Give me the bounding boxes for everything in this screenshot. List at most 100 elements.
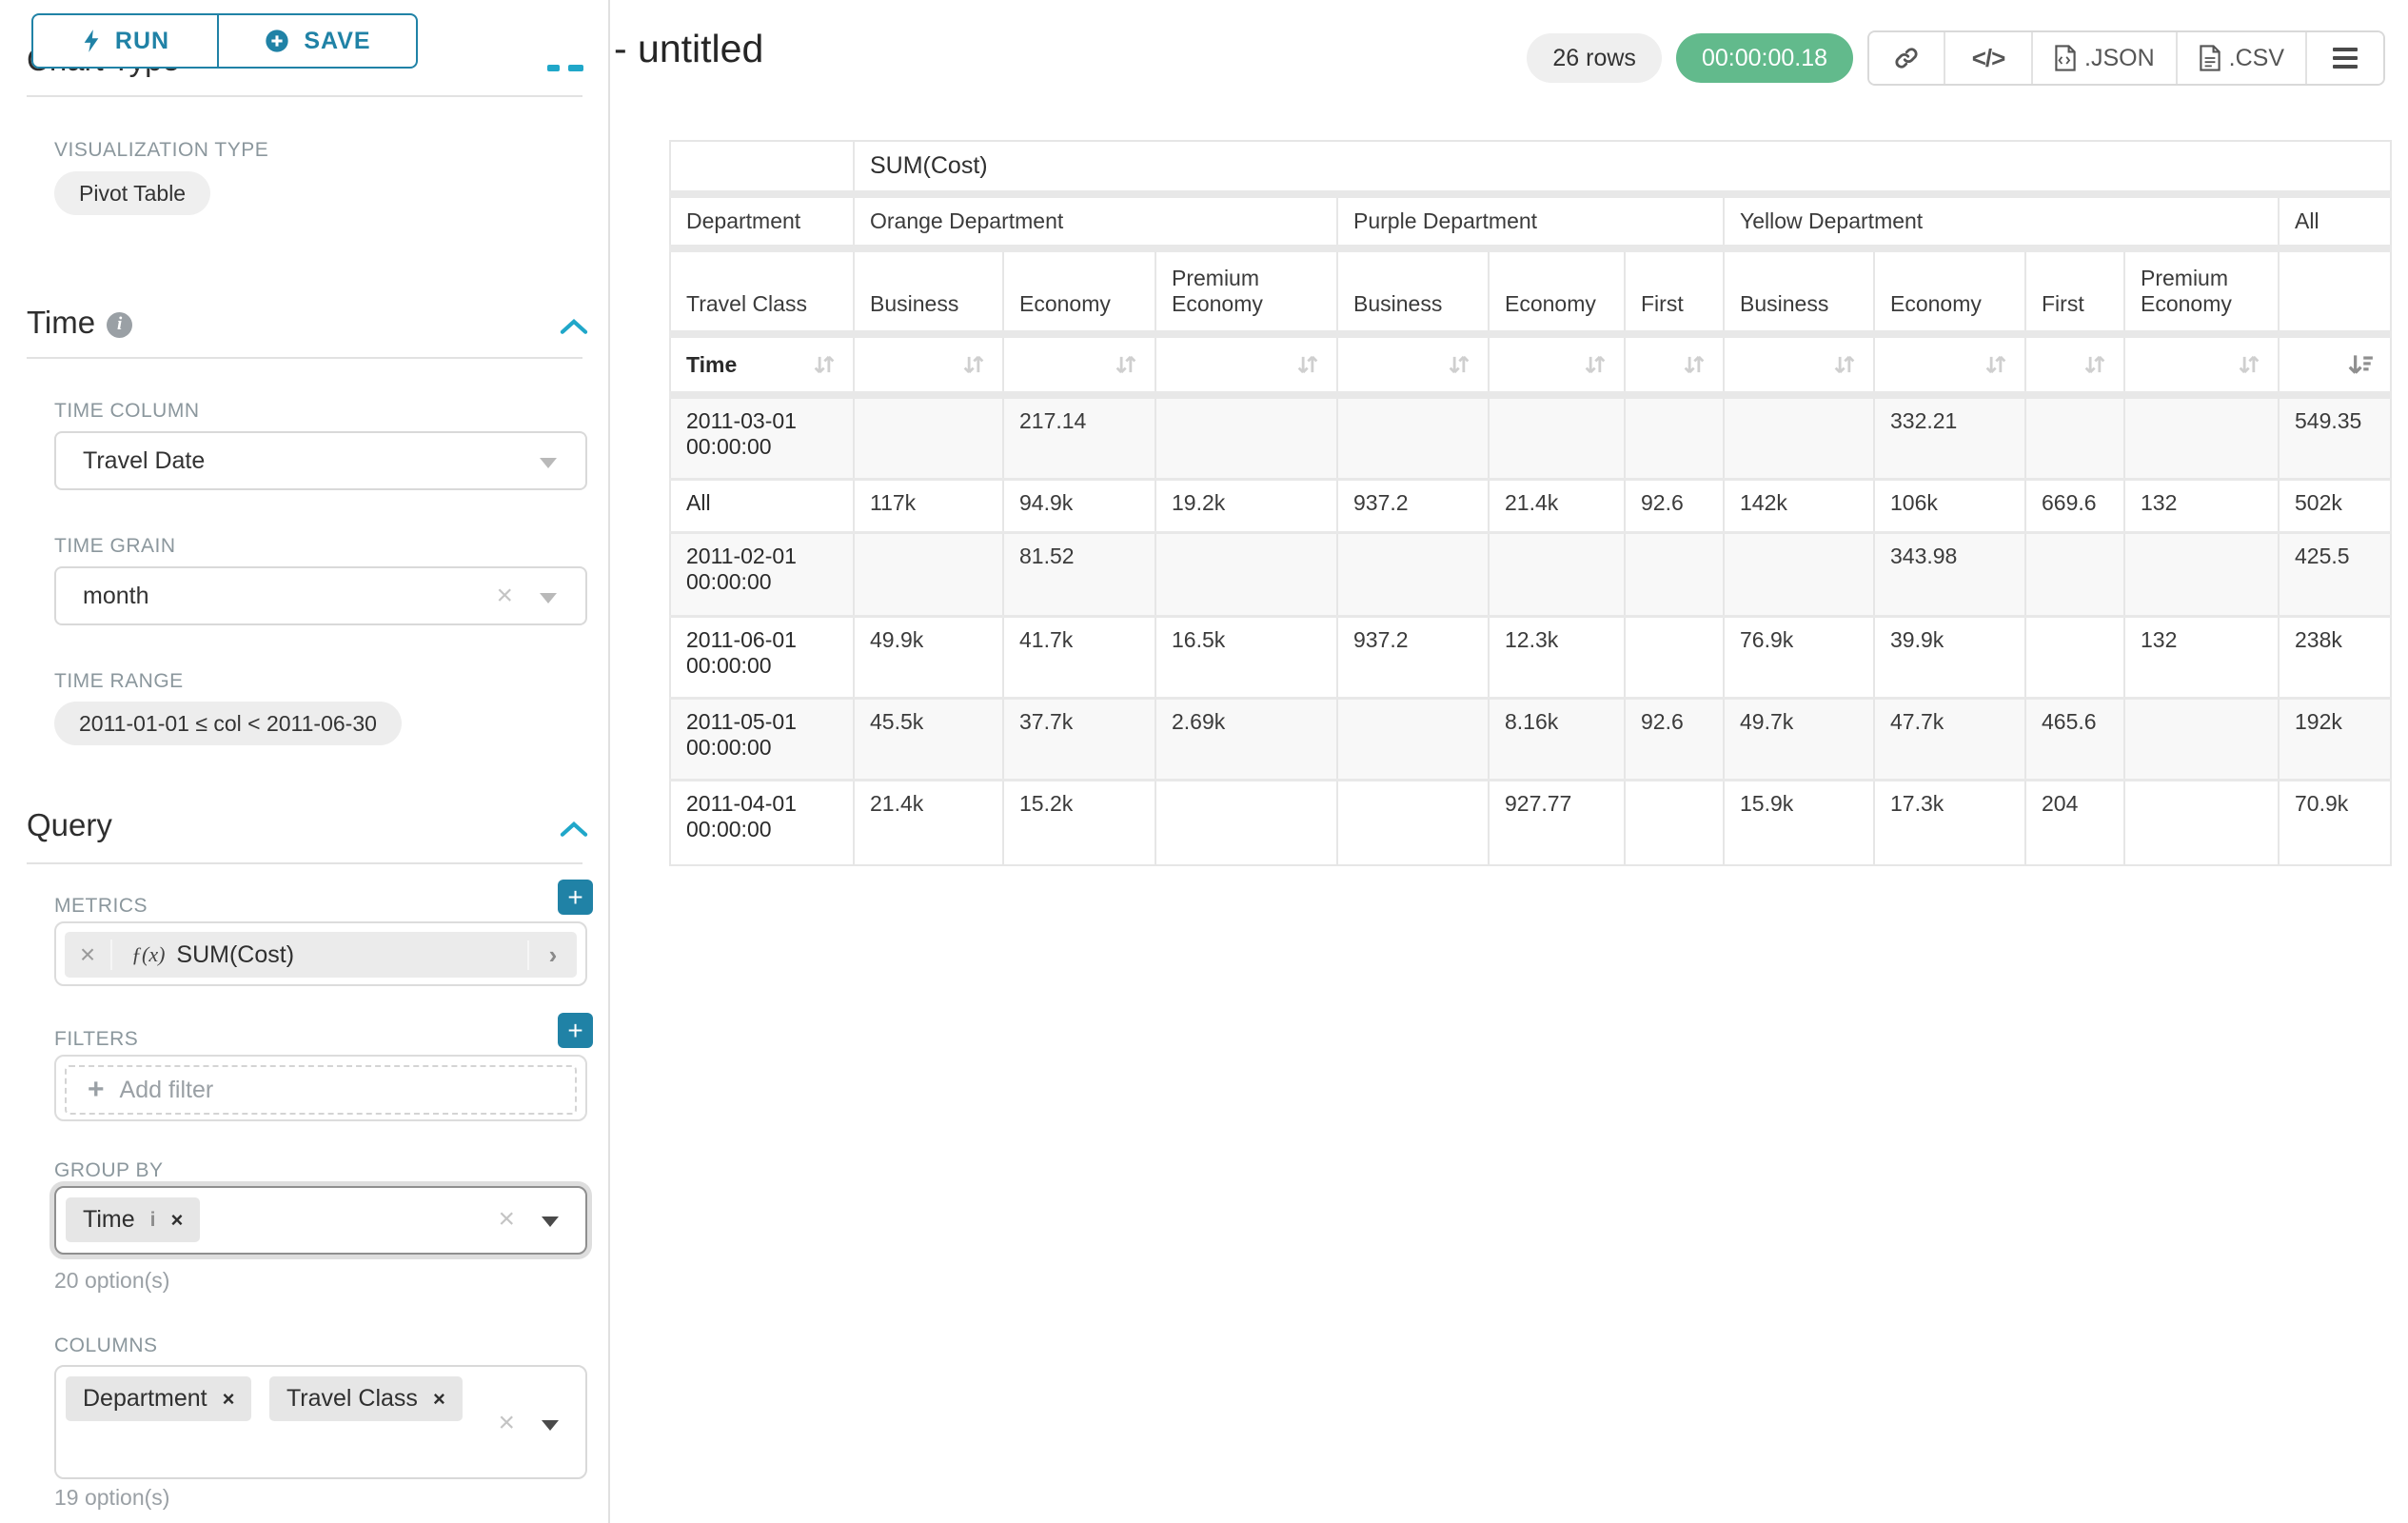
save-button-label: SAVE (304, 28, 370, 55)
info-icon[interactable]: i (107, 312, 132, 338)
time-section-collapse[interactable] (560, 318, 588, 340)
tag-label: Department (83, 1385, 207, 1413)
sort-arrows-icon[interactable] (811, 351, 838, 378)
sort-arrows-icon[interactable] (1681, 351, 1707, 378)
travel-class-corner-label: Travel Class (670, 248, 854, 334)
col-leaf: Business (1724, 248, 1874, 334)
more-options-button[interactable] (2307, 32, 2383, 84)
plus-circle-icon (264, 28, 290, 54)
file-json-icon (2054, 44, 2077, 72)
clear-x-icon[interactable]: × (498, 1409, 515, 1437)
time-column-label: TIME COLUMN (54, 400, 200, 423)
visualization-type-pill[interactable]: Pivot Table (54, 171, 210, 215)
sort-arrows-icon[interactable] (1983, 351, 2009, 378)
sort-arrows-icon[interactable] (2236, 351, 2262, 378)
cell: 49.9k (854, 616, 1003, 698)
col-group-yellow: Yellow Department (1724, 194, 2279, 248)
remove-tag-icon[interactable]: × (433, 1387, 445, 1412)
add-filter-button[interactable]: + Add filter (65, 1065, 577, 1115)
table-row: 2011-06-01 00:00:00 49.9k 41.7k 16.5k 93… (670, 616, 2391, 698)
run-button[interactable]: RUN (31, 13, 218, 69)
caret-down-icon (540, 593, 557, 603)
metric-pill[interactable]: × ƒ(x) SUM(Cost) › (65, 932, 577, 978)
cell: 192k (2279, 698, 2391, 780)
cell: 465.6 (2025, 698, 2124, 780)
cell (1625, 395, 1724, 479)
clear-x-icon[interactable]: × (498, 1205, 515, 1234)
sort-arrows-icon[interactable] (1831, 351, 1858, 378)
add-metric-button[interactable]: + (558, 880, 593, 915)
table-row: 2011-03-01 00:00:00 217.14 332.21 549.35 (670, 395, 2391, 479)
sort-cell (1155, 334, 1337, 395)
group-by-tag-time[interactable]: Time i × (66, 1197, 200, 1242)
cell: 94.9k (1003, 479, 1155, 532)
embed-code-button[interactable]: </> (1945, 32, 2033, 84)
cell: 217.14 (1003, 395, 1155, 479)
cell: 937.2 (1337, 616, 1489, 698)
sort-arrows-icon[interactable] (1446, 351, 1472, 378)
cell (1337, 395, 1489, 479)
chevron-right-icon[interactable]: › (527, 940, 577, 970)
cell: 19.2k (1155, 479, 1337, 532)
chevron-up-icon (560, 821, 588, 838)
group-by-select[interactable]: Time i × × (54, 1186, 587, 1255)
cell: 142k (1724, 479, 1874, 532)
time-column-value: Travel Date (83, 447, 205, 475)
cell: 549.35 (2279, 395, 2391, 479)
chart-header-controls: 26 rows 00:00:00.18 </> .JSON .CSV (1527, 30, 2385, 86)
cell (2025, 395, 2124, 479)
sort-arrows-icon[interactable] (1113, 351, 1139, 378)
plus-icon: + (88, 1074, 105, 1106)
row-label: 2011-04-01 00:00:00 (670, 780, 854, 865)
sort-arrows-icon[interactable] (2082, 351, 2108, 378)
columns-tag-department[interactable]: Department × (66, 1376, 251, 1421)
table-row: 2011-04-01 00:00:00 21.4k 15.2k 927.77 1… (670, 780, 2391, 865)
add-filter-label: Add filter (120, 1077, 214, 1104)
sort-descending-icon[interactable] (2346, 351, 2375, 378)
cell: 41.7k (1003, 616, 1155, 698)
cell: 332.21 (1874, 395, 2025, 479)
cell: 21.4k (854, 780, 1003, 865)
remove-tag-icon[interactable]: × (170, 1208, 183, 1233)
share-link-button[interactable] (1869, 32, 1945, 84)
metric-pill-label: ƒ(x) SUM(Cost) (112, 941, 527, 969)
query-section-collapse[interactable] (560, 821, 588, 842)
columns-tag-travel-class[interactable]: Travel Class × (269, 1376, 463, 1421)
sort-arrows-icon[interactable] (1582, 351, 1609, 378)
metrics-label: METRICS (54, 895, 148, 918)
cell (2025, 532, 2124, 616)
export-json-button[interactable]: .JSON (2033, 32, 2178, 84)
caret-down-icon (542, 1420, 559, 1431)
chart-title[interactable]: - untitled (614, 27, 763, 71)
save-button[interactable]: SAVE (218, 13, 418, 69)
export-csv-button[interactable]: .CSV (2178, 32, 2307, 84)
group-by-options-hint: 20 option(s) (54, 1268, 169, 1294)
columns-select[interactable]: Department × Travel Class × × (54, 1365, 587, 1479)
export-json-label: .JSON (2084, 45, 2155, 72)
file-csv-icon (2199, 44, 2221, 72)
cell (2025, 616, 2124, 698)
group-by-label: GROUP BY (54, 1159, 163, 1182)
time-range-pill[interactable]: 2011-01-01 ≤ col < 2011-06-30 (54, 702, 402, 745)
cell (2124, 698, 2279, 780)
time-grain-select[interactable]: month × (54, 566, 587, 625)
remove-tag-icon[interactable]: × (223, 1387, 235, 1412)
info-icon[interactable]: i (150, 1209, 156, 1232)
cell (2124, 395, 2279, 479)
metric-name: SUM(Cost) (176, 941, 294, 969)
cell: 15.2k (1003, 780, 1155, 865)
cell: 92.6 (1625, 479, 1724, 532)
sort-arrows-icon[interactable] (960, 351, 987, 378)
cell: 238k (2279, 616, 2391, 698)
col-group-all: All (2279, 194, 2391, 248)
col-leaf: Economy (1003, 248, 1155, 334)
clear-x-icon[interactable]: × (496, 582, 513, 610)
add-filter-plus-button[interactable]: + (558, 1013, 593, 1048)
table-row: 2011-05-01 00:00:00 45.5k 37.7k 2.69k 8.… (670, 698, 2391, 780)
code-icon: </> (1972, 44, 2005, 73)
sort-arrows-icon[interactable] (1294, 351, 1321, 378)
time-column-select[interactable]: Travel Date (54, 431, 587, 490)
time-range-label: TIME RANGE (54, 670, 184, 693)
remove-metric-icon[interactable]: × (65, 940, 112, 970)
cell: 502k (2279, 479, 2391, 532)
